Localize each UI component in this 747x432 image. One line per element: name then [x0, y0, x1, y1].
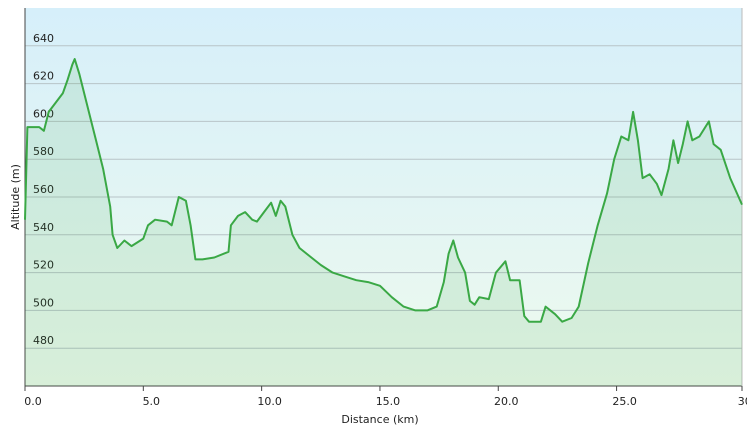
- x-axis-label: Distance (km): [341, 413, 418, 426]
- y-tick-label: 540: [33, 221, 54, 234]
- line: [24, 58, 743, 323]
- y-tick-label: 480: [33, 334, 54, 347]
- y-tick-label: 520: [33, 259, 54, 272]
- x-tick-label: 10.0: [257, 395, 282, 408]
- x-tick-label: 0.0: [24, 395, 42, 408]
- x-tick-label: 30.3: [738, 395, 747, 408]
- x-tick-label: 20.0: [494, 395, 519, 408]
- y-tick-label: 640: [33, 32, 54, 45]
- x-tick-label: 25.0: [612, 395, 637, 408]
- y-tick-label: 500: [33, 296, 54, 309]
- x-tick-label: 15.0: [376, 395, 401, 408]
- y-axis-label: Altitude (m): [9, 164, 22, 230]
- x-tick-label: 5.0: [143, 395, 161, 408]
- y-tick-label: 620: [33, 70, 54, 83]
- y-tick-label: 560: [33, 183, 54, 196]
- area: [25, 59, 742, 386]
- y-tick-label: 580: [33, 145, 54, 158]
